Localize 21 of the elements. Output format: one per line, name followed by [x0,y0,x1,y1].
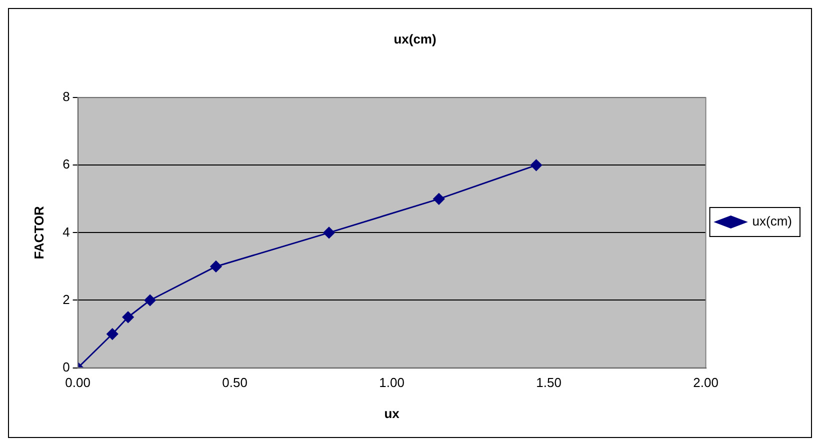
legend-label: ux(cm) [752,214,792,229]
x-tick-label: 0.50 [222,375,248,390]
y-tick-label: 6 [62,156,70,172]
y-axis-title: FACTOR [31,205,46,260]
point [106,328,118,340]
y-tick-label: 4 [62,224,70,240]
point [144,294,156,306]
point [323,226,335,238]
point [530,159,542,171]
x-tick-label: 2.00 [693,375,718,390]
y-tick-label: 0 [62,359,70,374]
chart-title: ux(cm) [394,31,436,46]
y-tick-label: 2 [62,292,70,307]
x-tick-label: 0.00 [65,375,90,390]
x-tick-label: 1.50 [536,375,562,390]
point [122,311,134,323]
y-tick-label: 8 [62,89,70,104]
x-tick-label: 1.00 [379,375,404,390]
point [210,260,222,272]
x-axis-title: ux [384,406,400,421]
point [433,193,445,205]
